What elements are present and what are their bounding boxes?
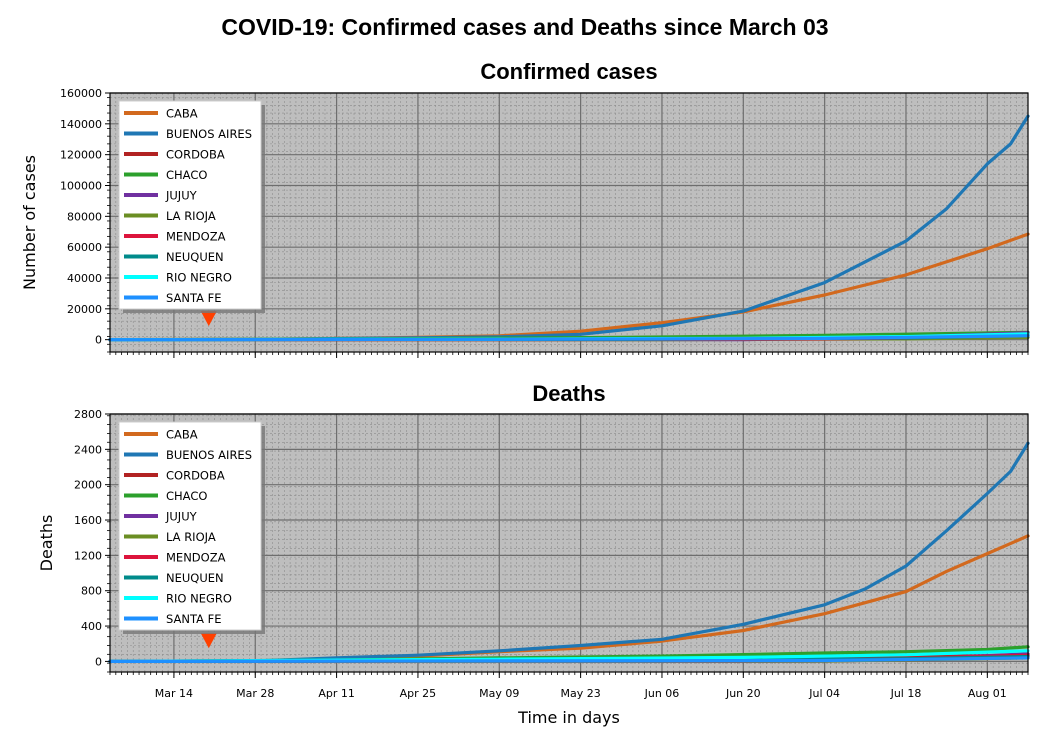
x-axis-ticks: Mar 14 Mar 28 Apr 11 Apr 25 May 09 May 23 Jun … bbox=[109, 672, 1029, 700]
legend-label: CHACO bbox=[166, 489, 207, 503]
legend-label: SANTA FE bbox=[166, 612, 222, 626]
legend-box bbox=[118, 100, 262, 310]
legend-label: JUJUY bbox=[165, 510, 198, 524]
legend: CABA BUENOS AIRES CORDOBA CHACO JUJUY LA RIOJ… bbox=[118, 100, 265, 313]
x-axis-label: Time in days bbox=[517, 708, 620, 727]
legend-label: JUJUY bbox=[165, 189, 198, 203]
y-tick-label: 120000 bbox=[60, 149, 102, 162]
y-tick-label: 2000 bbox=[74, 479, 102, 492]
panel-title: Confirmed cases bbox=[480, 59, 657, 84]
x-tick-label: Jun 20 bbox=[725, 687, 761, 700]
y-tick-label: 1600 bbox=[74, 514, 102, 527]
event-marker bbox=[200, 311, 217, 327]
legend-label: NEUQUEN bbox=[166, 571, 224, 585]
legend-label: BUENOS AIRES bbox=[166, 448, 252, 462]
y-tick-label: 140000 bbox=[60, 118, 102, 131]
y-axis-ticks: 0 400 800 1200 1600 2000 2400 2800 bbox=[74, 408, 110, 673]
y-tick-label: 2400 bbox=[74, 443, 102, 456]
x-tick-label: Jul 18 bbox=[890, 687, 922, 700]
legend-label: SANTA FE bbox=[166, 291, 222, 305]
y-tick-label: 60000 bbox=[67, 241, 102, 254]
legend-label: LA RIOJA bbox=[166, 530, 216, 544]
legend-label: CHACO bbox=[166, 168, 207, 182]
y-tick-label: 400 bbox=[81, 620, 102, 633]
legend-box bbox=[118, 421, 262, 631]
y-tick-label: 2800 bbox=[74, 408, 102, 421]
y-tick-label: 0 bbox=[95, 655, 102, 668]
y-tick-label: 100000 bbox=[60, 180, 102, 193]
legend-label: LA RIOJA bbox=[166, 209, 216, 223]
legend-label: CABA bbox=[166, 107, 198, 121]
deaths-panel: 0 400 800 1200 1600 2000 2400 2800 Mar 14 Mar 28… bbox=[37, 381, 1030, 700]
legend-label: MENDOZA bbox=[166, 230, 226, 244]
panel-title: Deaths bbox=[532, 381, 605, 406]
series-lines bbox=[108, 441, 1030, 664]
x-tick-label: Mar 28 bbox=[236, 687, 274, 700]
y-axis-ticks: 0 20000 40000 60000 80000 100000 120000 140000 1… bbox=[60, 87, 110, 353]
x-tick-label: Mar 14 bbox=[155, 687, 193, 700]
y-tick-label: 40000 bbox=[67, 272, 102, 285]
series-line-buenos-aires bbox=[108, 441, 1030, 664]
y-tick-label: 20000 bbox=[67, 303, 102, 316]
legend-label: RIO NEGRO bbox=[166, 271, 232, 285]
series-line-santa-fe bbox=[108, 656, 1030, 664]
legend-label: BUENOS AIRES bbox=[166, 127, 252, 141]
legend-label: CABA bbox=[166, 428, 198, 442]
triangle-marker bbox=[200, 633, 217, 649]
y-axis-label: Deaths bbox=[37, 515, 56, 572]
x-tick-label: Jul 04 bbox=[808, 687, 840, 700]
y-tick-label: 800 bbox=[81, 585, 102, 598]
x-tick-label: May 23 bbox=[560, 687, 600, 700]
legend-label: MENDOZA bbox=[166, 551, 226, 565]
x-tick-label: Apr 11 bbox=[318, 687, 355, 700]
series-line-santa-fe bbox=[108, 334, 1030, 342]
triangle-marker bbox=[200, 311, 217, 327]
figure-title: COVID-19: Confirmed cases and Deaths sin… bbox=[221, 14, 828, 40]
series-lines bbox=[108, 114, 1030, 342]
y-tick-label: 1200 bbox=[74, 549, 102, 562]
confirmed-cases-panel: 0 20000 40000 60000 80000 100000 120000 140000 1… bbox=[20, 59, 1030, 358]
y-tick-label: 80000 bbox=[67, 210, 102, 223]
x-tick-label: Apr 25 bbox=[400, 687, 437, 700]
legend: CABA BUENOS AIRES CORDOBA CHACO JUJUY LA RIOJ… bbox=[118, 421, 265, 634]
legend-label: NEUQUEN bbox=[166, 250, 224, 264]
x-tick-label: May 09 bbox=[479, 687, 519, 700]
y-tick-label: 160000 bbox=[60, 87, 102, 100]
y-axis-label: Number of cases bbox=[20, 155, 39, 290]
event-marker bbox=[200, 633, 217, 649]
x-axis-ticks bbox=[109, 352, 1029, 358]
x-tick-label: Jun 06 bbox=[644, 687, 680, 700]
x-tick-label: Aug 01 bbox=[968, 687, 1007, 700]
y-tick-label: 0 bbox=[95, 334, 102, 347]
legend-label: RIO NEGRO bbox=[166, 592, 232, 606]
legend-label: CORDOBA bbox=[166, 469, 225, 483]
legend-label: CORDOBA bbox=[166, 148, 225, 162]
